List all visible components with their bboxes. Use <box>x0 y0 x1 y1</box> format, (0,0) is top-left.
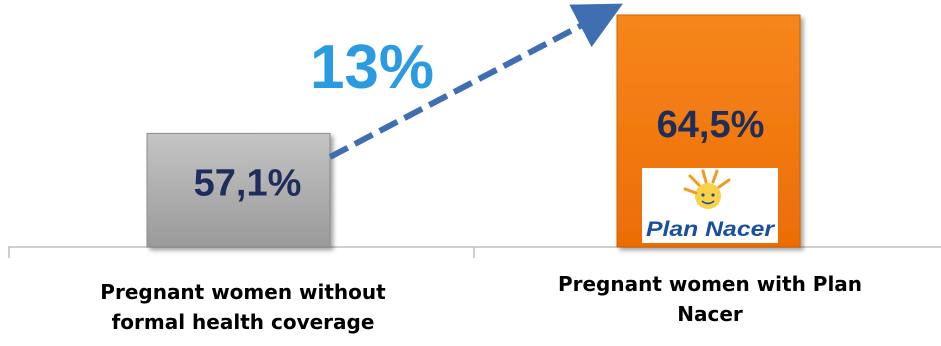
category-label-without-coverage: Pregnant women without formal health cov… <box>100 280 386 334</box>
trend-arrow <box>328 3 623 160</box>
trend-annotation-label: 13% <box>310 33 434 102</box>
plan-nacer-logo-text: Plan Nacer <box>646 218 776 241</box>
category-label-with-plan-nacer: Pregnant women with Plan Nacer <box>557 272 863 326</box>
child-face-icon <box>683 169 731 209</box>
bar-value-label: 64,5% <box>657 104 765 146</box>
bar-value-label: 57,1% <box>194 162 302 204</box>
plan-nacer-logo: Plan Nacer <box>642 168 778 243</box>
bar-without-coverage <box>146 132 331 248</box>
